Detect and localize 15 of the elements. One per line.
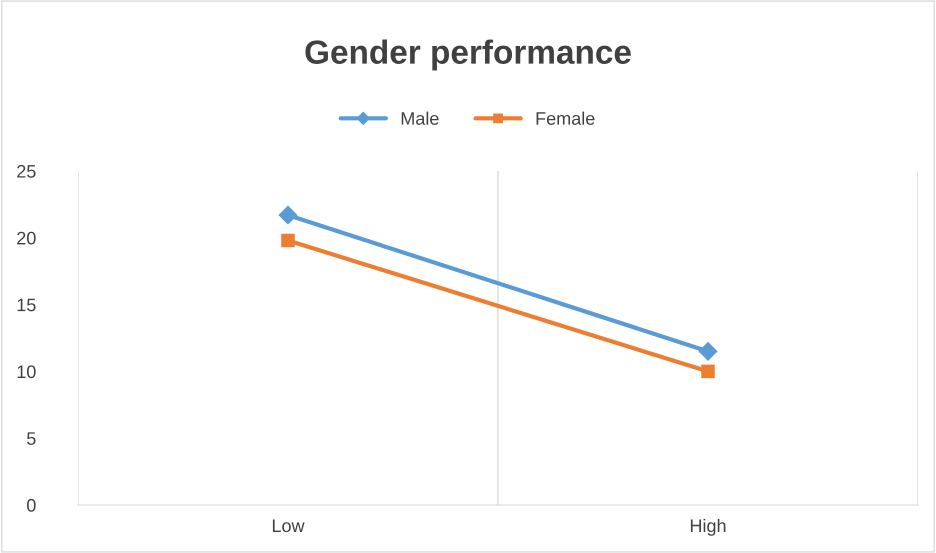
point: [701, 364, 715, 378]
legend-label: Female: [536, 112, 595, 125]
y-tick-label: 5: [27, 432, 36, 445]
y-tick-label: 15: [18, 298, 36, 312]
y-tick-label: 25: [17, 164, 36, 178]
legend-label: Male: [402, 112, 439, 125]
point: [278, 206, 298, 224]
chart-title: Gender performance: [305, 39, 631, 71]
y-tick-label: 10: [18, 365, 36, 378]
y-tick-label: 0: [27, 498, 36, 512]
point: [698, 342, 718, 361]
y-tick-label: 20: [17, 232, 36, 245]
x-tick-label: High: [690, 518, 726, 536]
x-tick-label: Low: [272, 520, 305, 532]
point: [281, 234, 295, 248]
